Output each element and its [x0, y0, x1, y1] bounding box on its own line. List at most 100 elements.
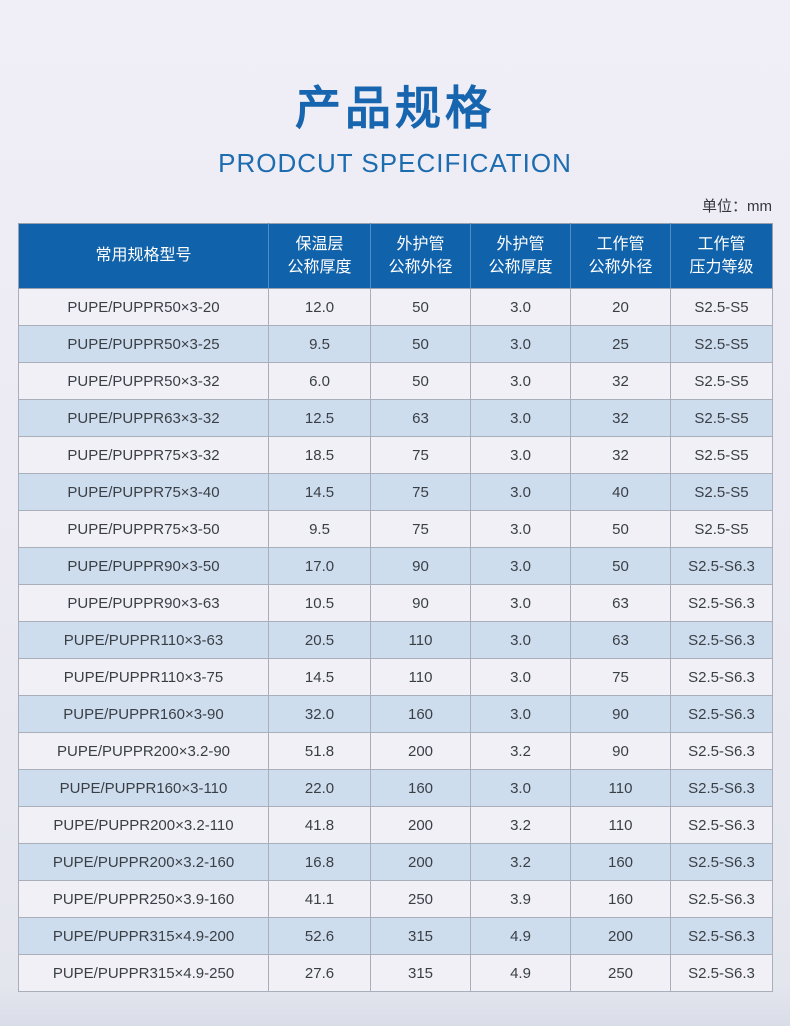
- table-cell: 51.8: [268, 732, 371, 770]
- table-cell: 12.0: [268, 288, 371, 326]
- table-cell: 32: [570, 399, 671, 437]
- table-cell: PUPE/PUPPR315×4.9-250: [18, 954, 269, 992]
- table-cell: 20: [570, 288, 671, 326]
- table-cell: 6.0: [268, 362, 371, 400]
- table-row: PUPE/PUPPR75×3-40 14.5 75 3.0 40 S2.5-S5: [18, 473, 773, 511]
- table-cell: 52.6: [268, 917, 371, 955]
- table-row: PUPE/PUPPR90×3-50 17.0 90 3.0 50 S2.5-S6.3: [18, 547, 773, 585]
- table-cell: PUPE/PUPPR315×4.9-200: [18, 917, 269, 955]
- table-cell: 200: [370, 843, 471, 881]
- table-cell: 4.9: [470, 954, 571, 992]
- table-cell: 110: [570, 769, 671, 807]
- page-subtitle: PRODCUT SPECIFICATION: [218, 148, 572, 178]
- table-row: PUPE/PUPPR200×3.2-90 51.8 200 3.2 90 S2.5-S6.…: [18, 732, 773, 770]
- table-cell: 32: [570, 362, 671, 400]
- table-cell: PUPE/PUPPR110×3-75: [18, 658, 269, 696]
- table-cell: 50: [370, 325, 471, 363]
- table-cell: 3.0: [470, 769, 571, 807]
- column-header: 工作管 公称外径: [570, 223, 671, 289]
- table-cell: 41.8: [268, 806, 371, 844]
- column-header: 常用规格型号: [18, 223, 269, 289]
- table-cell: 32: [570, 436, 671, 474]
- table-cell: S2.5-S6.3: [670, 732, 773, 770]
- table-cell: 50: [570, 510, 671, 548]
- table-cell: 200: [370, 806, 471, 844]
- table-cell: S2.5-S6.3: [670, 880, 773, 918]
- table-row: PUPE/PUPPR200×3.2-160 16.8 200 3.2 160 S2.5-S…: [18, 843, 773, 881]
- table-cell: S2.5-S6.3: [670, 806, 773, 844]
- table-cell: PUPE/PUPPR75×3-50: [18, 510, 269, 548]
- table-cell: PUPE/PUPPR200×3.2-160: [18, 843, 269, 881]
- table-cell: 90: [570, 732, 671, 770]
- page-title: 产品规格: [295, 82, 495, 134]
- table-cell: 75: [370, 436, 471, 474]
- table-cell: 250: [570, 954, 671, 992]
- table-cell: PUPE/PUPPR200×3.2-110: [18, 806, 269, 844]
- table-cell: PUPE/PUPPR50×3-20: [18, 288, 269, 326]
- table-cell: S2.5-S5: [670, 288, 773, 326]
- table-cell: S2.5-S5: [670, 473, 773, 511]
- table-cell: S2.5-S6.3: [670, 843, 773, 881]
- table-body: PUPE/PUPPR50×3-20 12.0 50 3.0 20 S2.5-S5 PUPE/…: [18, 288, 773, 992]
- table-cell: 3.0: [470, 510, 571, 548]
- table-cell: 90: [570, 695, 671, 733]
- table-cell: 90: [370, 584, 471, 622]
- table-cell: S2.5-S6.3: [670, 917, 773, 955]
- table-cell: PUPE/PUPPR63×3-32: [18, 399, 269, 437]
- table-cell: 50: [370, 362, 471, 400]
- table-cell: 27.6: [268, 954, 371, 992]
- table-cell: 160: [570, 843, 671, 881]
- table-cell: 18.5: [268, 436, 371, 474]
- table-cell: S2.5-S5: [670, 436, 773, 474]
- table-row: PUPE/PUPPR50×3-25 9.5 50 3.0 25 S2.5-S5: [18, 325, 773, 363]
- table-cell: 63: [570, 584, 671, 622]
- column-header: 保温层 公称厚度: [268, 223, 371, 289]
- table-cell: S2.5-S5: [670, 362, 773, 400]
- table-cell: 315: [370, 954, 471, 992]
- table-cell: 3.9: [470, 880, 571, 918]
- table-cell: 4.9: [470, 917, 571, 955]
- column-header: 外护管 公称厚度: [470, 223, 571, 289]
- table-cell: PUPE/PUPPR110×3-63: [18, 621, 269, 659]
- table-cell: 3.0: [470, 547, 571, 585]
- table-cell: 3.2: [470, 843, 571, 881]
- table-cell: S2.5-S5: [670, 510, 773, 548]
- table-cell: 3.2: [470, 806, 571, 844]
- table-cell: PUPE/PUPPR90×3-50: [18, 547, 269, 585]
- table-row: PUPE/PUPPR110×3-75 14.5 110 3.0 75 S2.5-S6.3: [18, 658, 773, 696]
- table-cell: S2.5-S6.3: [670, 584, 773, 622]
- table-cell: 3.0: [470, 621, 571, 659]
- table-cell: 14.5: [268, 658, 371, 696]
- table-cell: S2.5-S6.3: [670, 695, 773, 733]
- header-row: 常用规格型号 保温层 公称厚度 外护管 公称外径 外护管 公称厚度 工作管 公称外径 工作管 压力等…: [18, 223, 773, 289]
- table-cell: PUPE/PUPPR75×3-40: [18, 473, 269, 511]
- table-cell: 50: [370, 288, 471, 326]
- table-cell: 25: [570, 325, 671, 363]
- table-cell: PUPE/PUPPR160×3-110: [18, 769, 269, 807]
- table-cell: S2.5-S6.3: [670, 658, 773, 696]
- table-cell: 3.0: [470, 288, 571, 326]
- table-row: PUPE/PUPPR315×4.9-200 52.6 315 4.9 200 S2.5-S…: [18, 917, 773, 955]
- table-cell: 50: [570, 547, 671, 585]
- table-cell: 200: [370, 732, 471, 770]
- table-row: PUPE/PUPPR160×3-90 32.0 160 3.0 90 S2.5-S6.3: [18, 695, 773, 733]
- table-cell: 10.5: [268, 584, 371, 622]
- table-row: PUPE/PUPPR110×3-63 20.5 110 3.0 63 S2.5-S6.3: [18, 621, 773, 659]
- table-row: PUPE/PUPPR90×3-63 10.5 90 3.0 63 S2.5-S6.3: [18, 584, 773, 622]
- table-row: PUPE/PUPPR63×3-32 12.5 63 3.0 32 S2.5-S5: [18, 399, 773, 437]
- table-cell: S2.5-S5: [670, 399, 773, 437]
- table-row: PUPE/PUPPR75×3-32 18.5 75 3.0 32 S2.5-S5: [18, 436, 773, 474]
- table-cell: 14.5: [268, 473, 371, 511]
- table-row: PUPE/PUPPR315×4.9-250 27.6 315 4.9 250 S2.5-S…: [18, 954, 773, 992]
- table-row: PUPE/PUPPR50×3-32 6.0 50 3.0 32 S2.5-S5: [18, 362, 773, 400]
- table-cell: 3.2: [470, 732, 571, 770]
- spec-table: 常用规格型号 保温层 公称厚度 外护管 公称外径 外护管 公称厚度 工作管 公称外径 工作管 压力等…: [18, 223, 773, 992]
- table-cell: 3.0: [470, 473, 571, 511]
- table-cell: 160: [570, 880, 671, 918]
- table-row: PUPE/PUPPR250×3.9-160 41.1 250 3.9 160 S2.5-S…: [18, 880, 773, 918]
- table-cell: 63: [570, 621, 671, 659]
- table-cell: 75: [370, 473, 471, 511]
- table-cell: 3.0: [470, 695, 571, 733]
- table-cell: PUPE/PUPPR160×3-90: [18, 695, 269, 733]
- table-cell: 160: [370, 769, 471, 807]
